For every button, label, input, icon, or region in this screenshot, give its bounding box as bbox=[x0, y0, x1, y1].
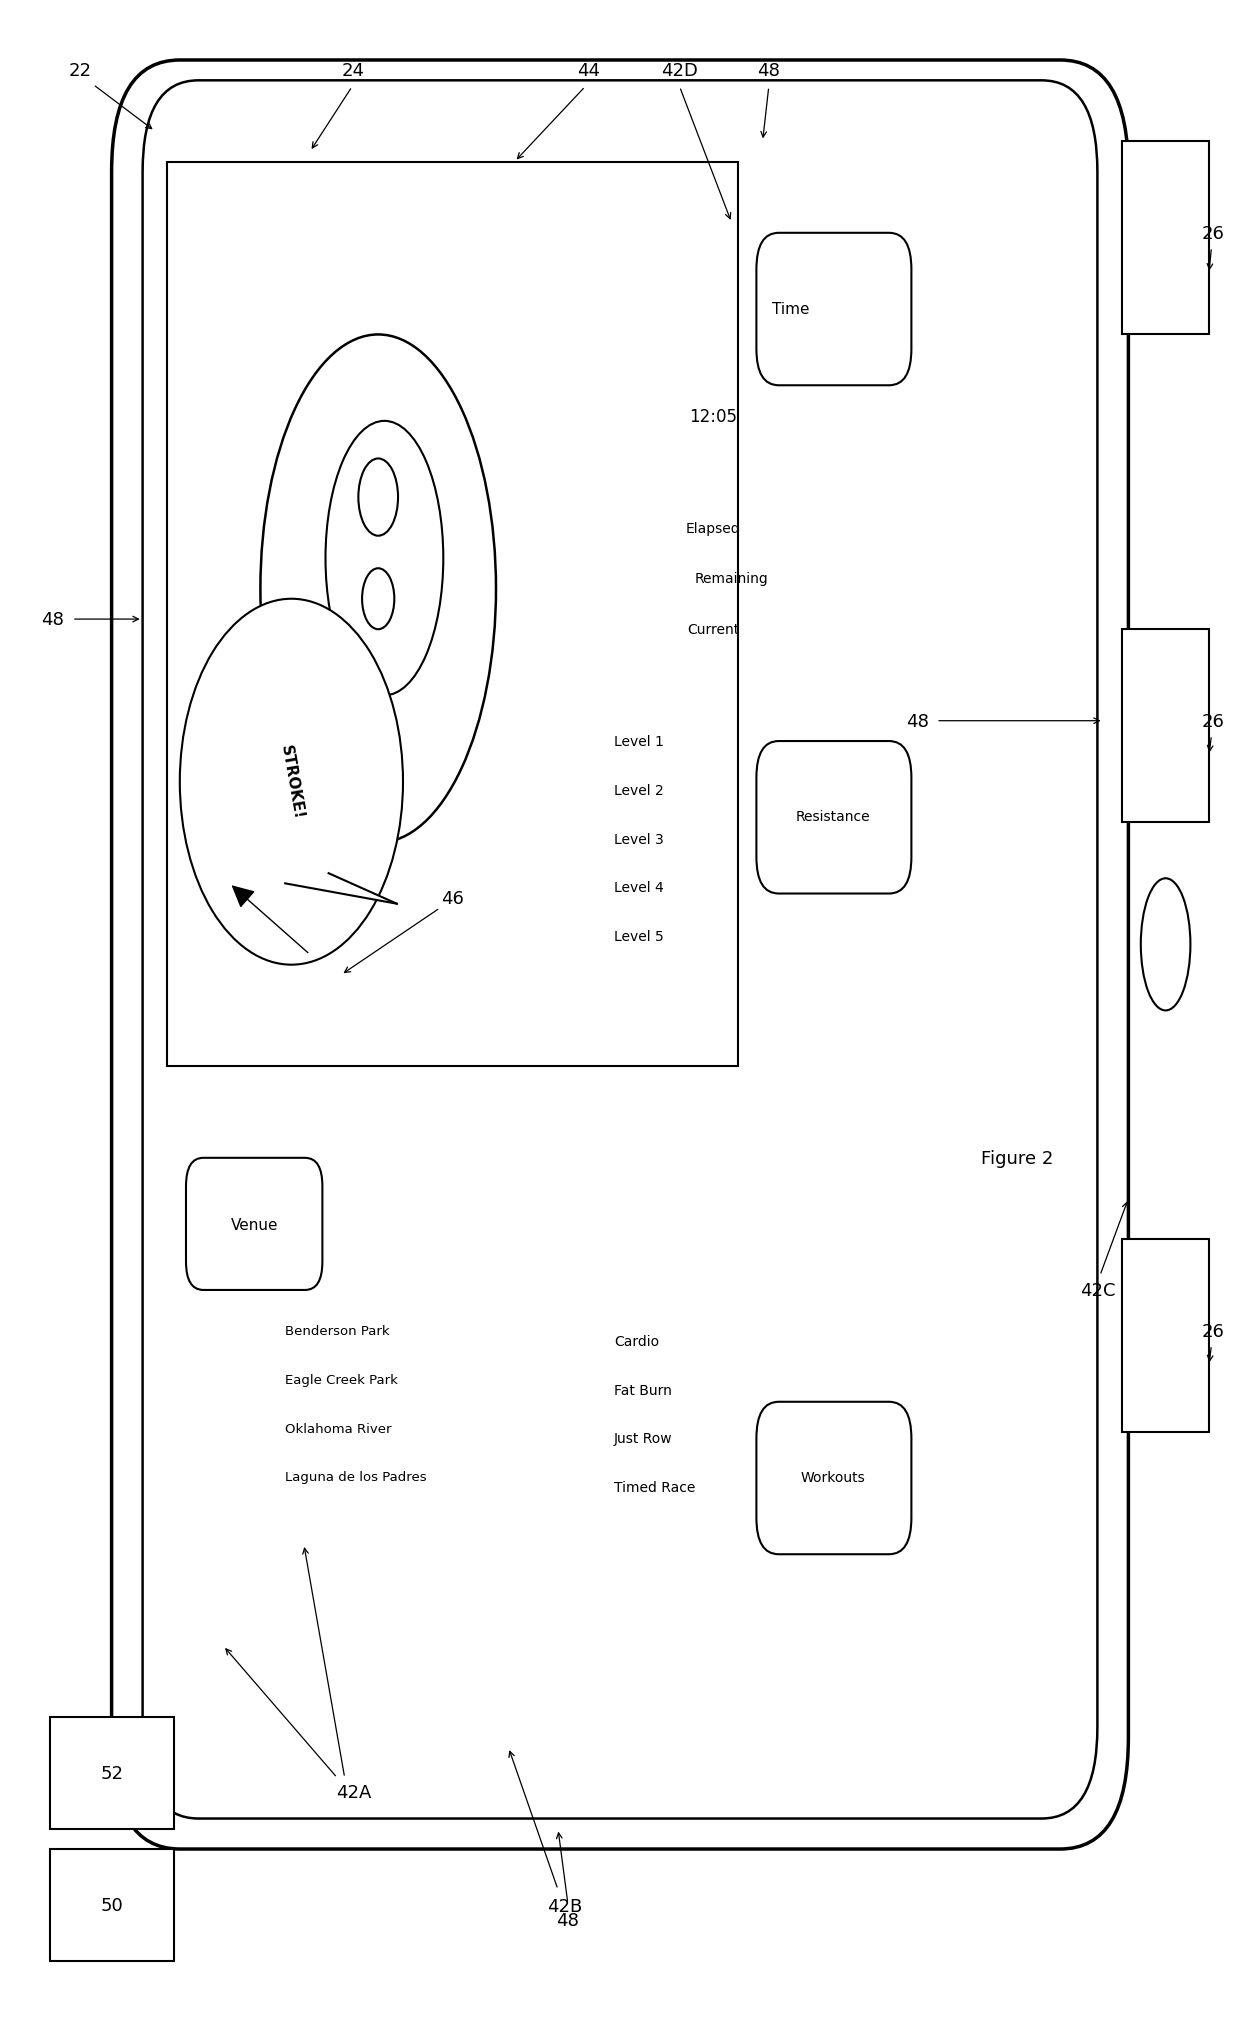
Text: 48: 48 bbox=[758, 63, 780, 79]
Text: Level 1: Level 1 bbox=[614, 736, 663, 748]
Text: Laguna de los Padres: Laguna de los Padres bbox=[285, 1471, 427, 1483]
Ellipse shape bbox=[325, 423, 444, 695]
Text: 24: 24 bbox=[342, 63, 365, 79]
Text: Just Row: Just Row bbox=[614, 1433, 672, 1445]
FancyBboxPatch shape bbox=[756, 234, 911, 386]
FancyBboxPatch shape bbox=[1122, 1240, 1209, 1433]
Text: Eagle Creek Park: Eagle Creek Park bbox=[285, 1374, 398, 1386]
Text: Remaining: Remaining bbox=[694, 573, 769, 585]
Text: Benderson Park: Benderson Park bbox=[285, 1325, 389, 1337]
Text: Fat Burn: Fat Burn bbox=[614, 1384, 672, 1396]
Text: 52: 52 bbox=[100, 1764, 123, 1782]
FancyBboxPatch shape bbox=[756, 742, 911, 894]
FancyBboxPatch shape bbox=[167, 163, 738, 1067]
Text: 42C: 42C bbox=[1080, 1282, 1115, 1298]
Ellipse shape bbox=[260, 335, 496, 843]
FancyBboxPatch shape bbox=[50, 1849, 174, 1961]
Ellipse shape bbox=[1141, 878, 1190, 1010]
Text: 12:05: 12:05 bbox=[689, 408, 737, 425]
Text: 48: 48 bbox=[41, 612, 63, 628]
Text: 22: 22 bbox=[69, 63, 92, 79]
Circle shape bbox=[180, 599, 403, 965]
Ellipse shape bbox=[362, 569, 394, 630]
Text: 42A: 42A bbox=[336, 1784, 371, 1800]
FancyBboxPatch shape bbox=[143, 81, 1097, 1819]
FancyBboxPatch shape bbox=[1122, 142, 1209, 335]
Text: 46: 46 bbox=[441, 890, 464, 906]
Text: 42B: 42B bbox=[547, 1898, 582, 1914]
Text: 42D: 42D bbox=[661, 63, 698, 79]
Text: Time: Time bbox=[773, 301, 810, 317]
Text: 26: 26 bbox=[1202, 713, 1224, 729]
FancyBboxPatch shape bbox=[50, 1717, 174, 1829]
Text: Resistance: Resistance bbox=[796, 811, 870, 823]
Text: 26: 26 bbox=[1202, 1323, 1224, 1339]
Text: Level 2: Level 2 bbox=[614, 784, 663, 797]
Text: Elapsed: Elapsed bbox=[686, 522, 740, 534]
Text: 44: 44 bbox=[578, 63, 600, 79]
Text: Timed Race: Timed Race bbox=[614, 1481, 696, 1494]
Text: Figure 2: Figure 2 bbox=[981, 1150, 1053, 1166]
Text: Workouts: Workouts bbox=[801, 1471, 866, 1483]
FancyBboxPatch shape bbox=[756, 1402, 911, 1554]
Text: 26: 26 bbox=[1202, 226, 1224, 242]
Text: Current: Current bbox=[687, 624, 739, 636]
Polygon shape bbox=[285, 874, 397, 904]
Text: 48: 48 bbox=[557, 1912, 579, 1928]
Text: Oklahoma River: Oklahoma River bbox=[285, 1422, 392, 1435]
FancyBboxPatch shape bbox=[186, 1158, 322, 1290]
FancyBboxPatch shape bbox=[112, 61, 1128, 1849]
Text: STROKE!: STROKE! bbox=[278, 744, 305, 821]
Text: 48: 48 bbox=[906, 713, 929, 729]
Text: Level 5: Level 5 bbox=[614, 931, 663, 943]
FancyBboxPatch shape bbox=[1122, 630, 1209, 823]
Text: 50: 50 bbox=[100, 1896, 123, 1914]
Text: Level 4: Level 4 bbox=[614, 882, 663, 894]
Text: Venue: Venue bbox=[231, 1217, 278, 1233]
Text: Level 3: Level 3 bbox=[614, 833, 663, 845]
Ellipse shape bbox=[358, 459, 398, 536]
Text: Cardio: Cardio bbox=[614, 1335, 658, 1347]
